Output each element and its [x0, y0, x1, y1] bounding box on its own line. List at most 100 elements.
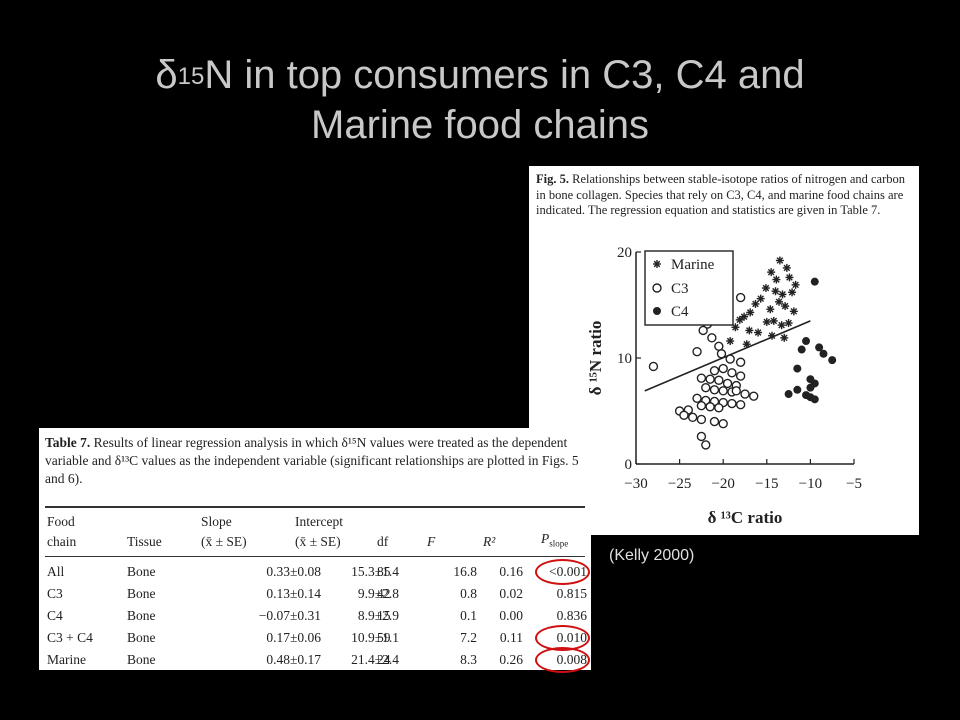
- marine-point: [735, 315, 744, 324]
- c3-point: [722, 378, 733, 389]
- c3-point: [727, 368, 737, 378]
- y-tick-label: 20: [617, 245, 632, 261]
- c4-point: [810, 277, 819, 286]
- c3-point: [709, 385, 720, 395]
- marine-point: [761, 284, 770, 293]
- marine-point: [726, 337, 735, 346]
- cell-r2: 0.00: [499, 608, 523, 623]
- c4-point: [797, 345, 806, 354]
- c3-point: [735, 371, 746, 381]
- marine-point: [746, 308, 755, 317]
- marine-point: [768, 331, 777, 340]
- legend-marker-c4: [653, 307, 661, 315]
- x-axis-title: δ ¹³C ratio: [708, 508, 783, 527]
- marine-point: [775, 256, 784, 265]
- marine-point: [766, 305, 775, 314]
- marine-point: [740, 312, 749, 321]
- c3-point: [718, 386, 728, 396]
- cell-intercept: 8.9±2.9: [357, 608, 399, 623]
- header-slope: Slope: [201, 514, 232, 529]
- figure-caption: Fig. 5. Relationships between stable-iso…: [536, 172, 912, 219]
- source-credit: (Kelly 2000): [609, 547, 695, 564]
- cell-f: 0.1: [460, 608, 477, 623]
- cell-chain: Marine: [47, 652, 86, 667]
- marine-point: [788, 288, 797, 297]
- header-df: df: [377, 534, 389, 549]
- marine-point: [772, 275, 781, 284]
- marine-point: [785, 273, 794, 282]
- cell-p: 0.836: [556, 608, 587, 623]
- header-food: Food: [47, 514, 75, 529]
- c3-point: [696, 373, 707, 383]
- cell-chain: C3 + C4: [47, 630, 93, 645]
- header-intercept: Intercept: [295, 514, 343, 529]
- cell-intercept: 10.9±1.1: [351, 630, 399, 645]
- c3-point: [716, 349, 727, 359]
- scatter-plot: −30 −25 −20 −15 −10 −5 0 10 20 δ ¹³C ratio δ ¹⁵N r…: [586, 245, 862, 527]
- c3-point: [701, 440, 711, 450]
- c3-point: [696, 431, 707, 442]
- title-superscript: 15: [177, 63, 205, 90]
- c3-point: [709, 366, 720, 376]
- x-tick-label: −10: [799, 476, 822, 492]
- figure-caption-text: Relationships between stable-isotope rat…: [536, 172, 906, 217]
- c3-point: [705, 402, 715, 412]
- marine-point: [789, 307, 798, 316]
- cell-tissue: Bone: [127, 564, 156, 579]
- cell-f: 8.3: [460, 652, 477, 667]
- cell-slope: 0.48±0.17: [266, 652, 321, 667]
- x-tick-label: −15: [755, 476, 778, 492]
- cell-slope: −0.07±0.31: [258, 608, 321, 623]
- cell-chain: All: [47, 564, 65, 579]
- legend-label-c4: C4: [671, 304, 689, 320]
- c3-point: [714, 375, 724, 385]
- cell-chain: C4: [47, 608, 63, 623]
- c4-point: [810, 395, 819, 404]
- x-tick-label: −25: [668, 476, 691, 492]
- c3-point: [749, 391, 759, 401]
- table-top-rule: [45, 506, 585, 508]
- header-p-subscript: slope: [549, 538, 569, 549]
- title-line-2: Marine food chains: [311, 103, 649, 147]
- marine-point: [653, 260, 661, 268]
- table-panel: Table 7. Results of linear regression an…: [39, 428, 591, 673]
- c3-point: [718, 363, 728, 374]
- cell-r2: 0.02: [499, 586, 523, 601]
- marine-point: [780, 333, 789, 342]
- cell-df: 24: [377, 652, 391, 667]
- cell-df: 59: [377, 630, 391, 645]
- cell-r2: 0.26: [499, 652, 523, 667]
- header-chain: chain: [47, 534, 77, 549]
- marine-point: [781, 302, 790, 311]
- cell-r2: 0.11: [499, 630, 523, 645]
- x-tick-label: −30: [624, 476, 647, 492]
- cell-tissue: Bone: [127, 630, 156, 645]
- c4-point: [828, 356, 837, 365]
- cell-f: 7.2: [460, 630, 477, 645]
- table-caption-label: Table 7.: [45, 435, 91, 450]
- c3-point: [727, 398, 737, 409]
- c4-point: [806, 383, 815, 392]
- c3-point: [707, 333, 717, 343]
- cell-f: 0.8: [460, 586, 477, 601]
- marine-point: [745, 326, 754, 335]
- marine-point: [762, 317, 771, 326]
- c4-point: [793, 385, 802, 394]
- cell-tissue: Bone: [127, 586, 156, 601]
- c3-point: [731, 386, 741, 396]
- c3-point: [696, 400, 707, 411]
- c4-point: [793, 364, 802, 373]
- table-caption: Table 7. Results of linear regression an…: [45, 434, 585, 488]
- header-tissue: Tissue: [127, 534, 162, 549]
- cell-tissue: Bone: [127, 608, 156, 623]
- cell-intercept: 9.9±2.8: [357, 586, 399, 601]
- cell-df: 85: [377, 564, 391, 579]
- marine-point: [791, 280, 800, 289]
- marine-point: [777, 321, 786, 330]
- marine-point: [775, 297, 784, 306]
- cell-f: 16.8: [453, 564, 477, 579]
- p-value-highlight: [535, 647, 590, 673]
- cell-slope: 0.17±0.06: [266, 630, 321, 645]
- c3-point: [714, 403, 724, 413]
- marine-point: [784, 319, 793, 328]
